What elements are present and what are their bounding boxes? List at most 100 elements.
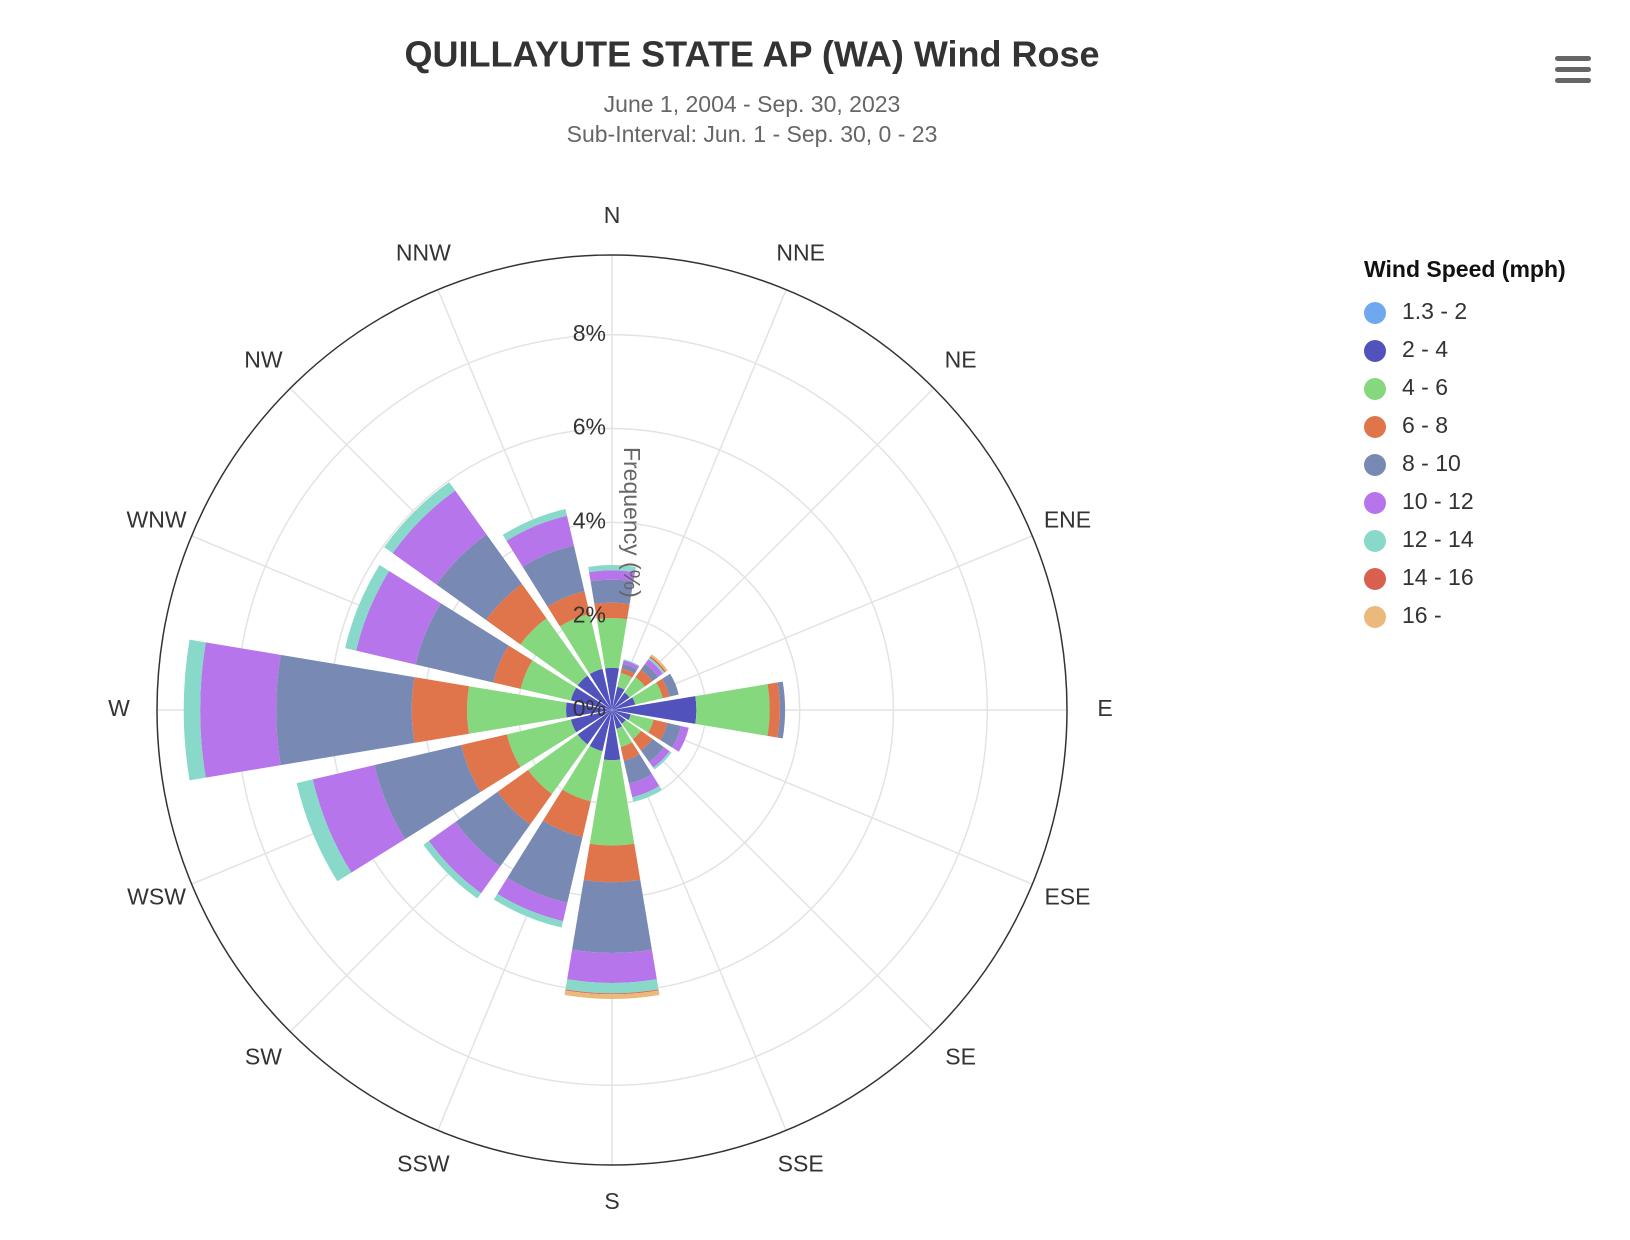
bar-segment [632, 682, 663, 705]
bar-segment [648, 657, 665, 674]
bar-segment [497, 877, 568, 922]
chart-subtitle: Sub-Interval: Jun. 1 - Sep. 30, 0 - 23 [567, 121, 938, 147]
bar-segment [612, 710, 626, 724]
bar-segment [345, 565, 390, 651]
direction-label: WSW [127, 884, 186, 910]
bar-segment [612, 692, 630, 710]
bar-segment [695, 684, 770, 736]
bar-segment [623, 659, 640, 667]
legend-swatch [1364, 416, 1386, 438]
bar-segment [200, 642, 281, 778]
outer-circle [156, 254, 1068, 1166]
legend-swatch [1364, 606, 1386, 628]
y-tick-label: 0% [573, 695, 606, 721]
legend-swatch [1364, 454, 1386, 476]
menu-button[interactable] [1555, 56, 1591, 83]
spoke-line [611, 709, 935, 1033]
bar-segment [497, 769, 553, 825]
bar-segment [620, 668, 635, 678]
bar-segment [767, 682, 780, 738]
bar-segment [632, 730, 653, 751]
legend-item[interactable]: 8 - 10 [1364, 450, 1461, 476]
bar-segment [520, 660, 577, 701]
bar-segment [522, 545, 585, 607]
bar-segment [662, 673, 679, 697]
direction-label: WNW [127, 506, 187, 532]
bar-segment [506, 515, 574, 567]
bar-segment [384, 482, 456, 554]
legend-label: 2 - 4 [1402, 336, 1448, 362]
bar-segment [622, 660, 640, 670]
direction-label: NE [945, 346, 977, 372]
bar-segment [611, 710, 612, 711]
bar-segment [486, 584, 547, 645]
y-tick-label: 2% [573, 601, 606, 627]
bar-segment [566, 702, 612, 718]
bar-segment [356, 570, 441, 665]
spoke-line [611, 535, 1033, 711]
bar-segment [612, 710, 623, 729]
legend-item[interactable]: 14 - 16 [1364, 564, 1474, 590]
bar-segment [640, 738, 664, 762]
bar-segment [577, 710, 612, 745]
direction-label: E [1097, 695, 1112, 721]
bar-segment [612, 710, 631, 721]
bar-segment [589, 570, 635, 582]
bar-segment [650, 654, 668, 672]
direction-label: NNE [776, 240, 825, 266]
bar-segment [632, 786, 662, 802]
bar-segment [567, 949, 657, 983]
direction-label: S [604, 1188, 619, 1214]
bar-segment [621, 663, 638, 674]
bar-segment [572, 879, 652, 953]
legend-title: Wind Speed (mph) [1364, 256, 1566, 282]
chart-title: QUILLAYUTE STATE AP (WA) Wind Rose [404, 34, 1099, 75]
bar-segment [616, 726, 633, 748]
bar-segment [493, 645, 533, 689]
spoke-line [611, 387, 935, 711]
legend-label: 12 - 14 [1402, 526, 1474, 552]
bar-segment [594, 602, 630, 620]
bar-segment [528, 734, 588, 794]
bar-segment [542, 789, 591, 838]
axis-title: Frequency (%) [619, 447, 645, 598]
legend-item[interactable]: 4 - 6 [1364, 374, 1448, 400]
bar-segment [436, 534, 523, 621]
bar-segment [590, 579, 634, 605]
menu-bar [1555, 78, 1591, 83]
bars [183, 482, 786, 999]
bar-segment [520, 618, 588, 686]
bar-segment [605, 667, 619, 710]
direction-label: ESE [1044, 884, 1090, 910]
bar-segment [507, 820, 583, 903]
bar-segment [423, 840, 482, 899]
bar-segment [502, 508, 567, 541]
legend-item[interactable]: 10 - 12 [1364, 488, 1474, 514]
legend-item[interactable]: 12 - 14 [1364, 526, 1474, 552]
y-tick-label: 8% [573, 320, 606, 346]
legend-item[interactable]: 6 - 8 [1364, 412, 1448, 438]
bar-segment [621, 719, 642, 740]
bar-segment [577, 675, 612, 710]
bar-segment [589, 710, 612, 752]
bar-segment [672, 725, 689, 752]
bar-segment [624, 677, 645, 698]
bar-segment [276, 654, 415, 766]
bar-segment [589, 668, 612, 710]
bar-segment [565, 979, 659, 994]
bar-segment [583, 843, 641, 883]
direction-label: W [108, 695, 130, 721]
legend-item[interactable]: 2 - 4 [1364, 336, 1448, 362]
bar-segment [603, 710, 621, 761]
bar-segment [296, 779, 352, 882]
bar-segment [653, 751, 672, 770]
bar-segment [564, 990, 660, 999]
bar-segment [596, 618, 628, 669]
legend-item[interactable]: 1.3 - 2 [1364, 298, 1467, 324]
bar-segment [183, 639, 206, 781]
bar-segment [777, 681, 786, 739]
bar-segment [648, 719, 668, 741]
spoke-line [611, 289, 787, 711]
legend-item[interactable]: 16 - [1364, 602, 1442, 628]
